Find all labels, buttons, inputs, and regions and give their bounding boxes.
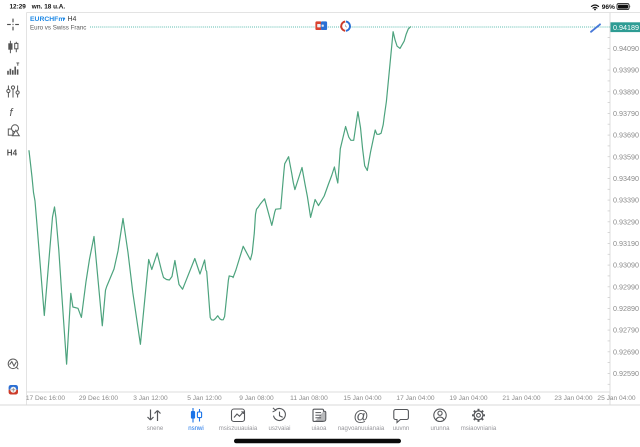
svg-text:H4: H4 bbox=[7, 149, 18, 158]
svg-text:11 Jan 08:00: 11 Jan 08:00 bbox=[290, 395, 328, 402]
svg-text:0.92790: 0.92790 bbox=[613, 326, 639, 335]
svg-text:f: f bbox=[10, 107, 14, 119]
svg-text:EURCHFm: EURCHFm bbox=[30, 16, 64, 23]
svg-text:21 Jan 04:00: 21 Jan 04:00 bbox=[502, 395, 540, 402]
svg-text:0.92890: 0.92890 bbox=[613, 304, 639, 313]
svg-text:0.94090: 0.94090 bbox=[613, 44, 639, 53]
svg-text:0.92590: 0.92590 bbox=[613, 369, 639, 378]
svg-text:urunna: urunna bbox=[431, 425, 451, 432]
svg-text:0.93290: 0.93290 bbox=[613, 217, 639, 226]
svg-text:uuvnn: uuvnn bbox=[393, 425, 410, 432]
svg-text:0.92690: 0.92690 bbox=[613, 347, 639, 356]
svg-text:15 Jan 04:00: 15 Jan 04:00 bbox=[343, 395, 381, 402]
svg-text:9 Jan 08:00: 9 Jan 08:00 bbox=[239, 395, 274, 402]
svg-text:H4: H4 bbox=[68, 16, 77, 23]
svg-text:0.93890: 0.93890 bbox=[613, 87, 639, 96]
svg-text:19 Jan 04:00: 19 Jan 04:00 bbox=[449, 395, 487, 402]
svg-text:25 Jan 04:00: 25 Jan 04:00 bbox=[597, 395, 635, 402]
svg-text:Euro vs Swiss Franc: Euro vs Swiss Franc bbox=[30, 25, 86, 32]
svg-text:@: @ bbox=[353, 408, 368, 425]
svg-text:snene: snene bbox=[147, 425, 164, 432]
svg-text:23 Jan 04:00: 23 Jan 04:00 bbox=[554, 395, 592, 402]
svg-text:0.93390: 0.93390 bbox=[613, 196, 639, 205]
svg-text:0.92990: 0.92990 bbox=[613, 282, 639, 291]
svg-text:msiaovniania: msiaovniania bbox=[461, 425, 497, 432]
svg-text:nsnwi: nsnwi bbox=[188, 425, 204, 432]
svg-text:0.93190: 0.93190 bbox=[613, 239, 639, 248]
svg-text:0.93490: 0.93490 bbox=[613, 174, 639, 183]
svg-text:0.93690: 0.93690 bbox=[613, 131, 639, 140]
svg-text:uiaoa: uiaoa bbox=[312, 425, 328, 432]
svg-text:17 Jan 04:00: 17 Jan 04:00 bbox=[396, 395, 434, 402]
svg-text:3 Jan 12:00: 3 Jan 12:00 bbox=[133, 395, 168, 402]
svg-text:29 Dec 16:00: 29 Dec 16:00 bbox=[79, 395, 119, 402]
svg-text:msiszuuauiaia: msiszuuauiaia bbox=[219, 425, 258, 432]
svg-text:uszvaiai: uszvaiai bbox=[268, 425, 290, 432]
svg-text:0.93990: 0.93990 bbox=[613, 66, 639, 75]
svg-text:0.94189: 0.94189 bbox=[613, 23, 639, 32]
svg-text:0.93590: 0.93590 bbox=[613, 152, 639, 161]
svg-text:wn. 18 u.A.: wn. 18 u.A. bbox=[31, 4, 66, 11]
svg-text:5 Jan 12:00: 5 Jan 12:00 bbox=[187, 395, 222, 402]
svg-text:96%: 96% bbox=[602, 4, 615, 11]
svg-text:0.93090: 0.93090 bbox=[613, 261, 639, 270]
svg-text:0.93790: 0.93790 bbox=[613, 109, 639, 118]
svg-text:17 Dec 16:00: 17 Dec 16:00 bbox=[26, 395, 66, 402]
svg-text:nagvoanuuianaia: nagvoanuuianaia bbox=[338, 425, 385, 432]
svg-text:12:29: 12:29 bbox=[10, 4, 27, 11]
